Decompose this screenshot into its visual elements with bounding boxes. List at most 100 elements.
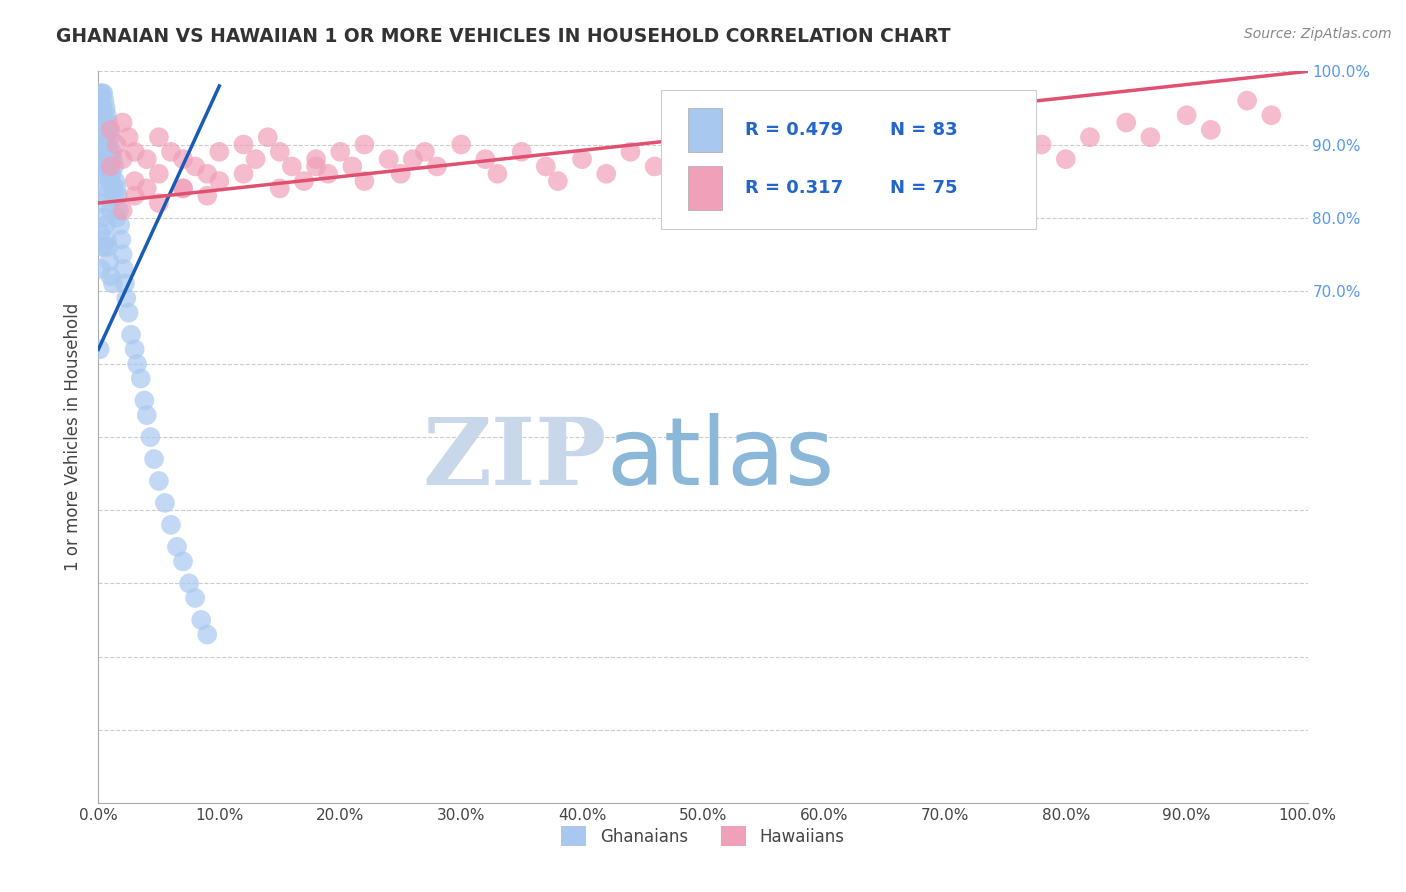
Point (486, 167, 509, 181)
Point (91, 101, 114, 115)
Point (91, 196, 114, 211)
Point (90, 123, 112, 137)
Point (160, 517, 183, 532)
Text: N = 75: N = 75 (890, 179, 957, 197)
Point (619, 145, 641, 159)
Point (93, 94, 115, 108)
Point (148, 167, 170, 181)
Point (105, 137, 128, 152)
Y-axis label: 1 or more Vehicles in Household: 1 or more Vehicles in Household (65, 303, 83, 571)
Point (101, 277, 124, 291)
Point (120, 327, 142, 342)
Legend: Ghanaians, Hawaiians: Ghanaians, Hawaiians (555, 820, 851, 853)
Point (1031, 137, 1053, 152)
Point (89, 87, 111, 101)
Point (94, 123, 117, 137)
Point (1236, 94, 1258, 108)
Point (135, 152, 157, 166)
Point (692, 152, 714, 166)
Point (1078, 130, 1101, 145)
Point (195, 627, 218, 641)
Point (305, 152, 328, 166)
Point (98, 145, 121, 159)
Point (108, 203, 131, 218)
Point (91, 211, 114, 225)
Point (910, 145, 932, 159)
Point (91, 87, 114, 101)
Point (97, 115, 120, 129)
Point (172, 554, 194, 568)
Point (595, 167, 617, 181)
Text: Source: ZipAtlas.com: Source: ZipAtlas.com (1244, 27, 1392, 41)
Point (135, 181, 157, 195)
Point (389, 167, 412, 181)
Point (994, 123, 1017, 137)
Point (644, 160, 666, 174)
Text: atlas: atlas (606, 413, 835, 505)
Point (112, 261, 135, 276)
Point (184, 591, 207, 605)
Point (91, 137, 114, 152)
Point (166, 540, 188, 554)
Point (94, 152, 117, 166)
Point (1139, 130, 1161, 145)
Point (91, 240, 114, 254)
FancyBboxPatch shape (661, 89, 1035, 228)
Point (342, 160, 364, 174)
Point (93, 240, 115, 254)
Point (91, 152, 114, 166)
Point (104, 174, 127, 188)
Point (100, 160, 122, 174)
Point (89, 343, 111, 357)
Point (100, 174, 122, 188)
Point (510, 145, 533, 159)
Point (90, 225, 112, 239)
Point (98, 254, 121, 268)
Point (377, 152, 399, 166)
Point (91, 87, 114, 101)
Point (100, 203, 122, 218)
Point (1175, 108, 1198, 122)
Point (134, 393, 156, 408)
Point (100, 167, 122, 181)
Point (232, 137, 254, 152)
Point (172, 152, 194, 166)
Text: R = 0.317: R = 0.317 (745, 179, 844, 197)
Point (89, 115, 111, 129)
Point (1054, 152, 1077, 166)
Point (256, 130, 278, 145)
Point (143, 452, 166, 467)
Point (571, 152, 593, 166)
Point (105, 181, 128, 195)
Point (1115, 115, 1137, 129)
Point (129, 371, 152, 385)
Point (534, 160, 557, 174)
Point (94, 101, 117, 115)
Point (124, 343, 146, 357)
Point (245, 152, 267, 166)
Point (813, 137, 835, 152)
Point (97, 167, 120, 181)
Point (96, 181, 118, 195)
Point (172, 181, 194, 195)
Point (100, 269, 122, 284)
Point (97, 137, 120, 152)
Point (148, 196, 170, 211)
Point (184, 160, 207, 174)
Point (124, 188, 146, 202)
Point (90, 152, 112, 166)
Point (103, 188, 125, 202)
Text: N = 83: N = 83 (890, 121, 957, 139)
Point (837, 152, 859, 166)
Point (100, 152, 122, 166)
Point (402, 152, 425, 166)
Point (752, 145, 775, 159)
Point (101, 152, 124, 166)
Point (1260, 108, 1282, 122)
Point (111, 203, 134, 218)
Point (135, 408, 157, 422)
Point (269, 145, 291, 159)
Point (716, 167, 738, 181)
Point (353, 137, 375, 152)
Point (305, 160, 328, 174)
